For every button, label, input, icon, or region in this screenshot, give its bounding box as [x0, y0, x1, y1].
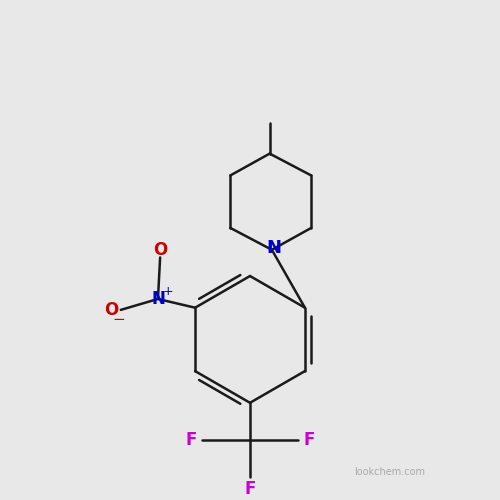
Text: +: + — [162, 284, 173, 298]
Text: F: F — [186, 431, 196, 449]
Text: lookchem.com: lookchem.com — [354, 467, 425, 477]
Text: F: F — [304, 431, 314, 449]
Text: O: O — [153, 240, 168, 258]
Text: N: N — [151, 290, 165, 308]
Text: N: N — [266, 238, 281, 256]
Text: −: − — [112, 312, 125, 327]
Text: O: O — [104, 301, 118, 319]
Text: F: F — [244, 480, 256, 498]
